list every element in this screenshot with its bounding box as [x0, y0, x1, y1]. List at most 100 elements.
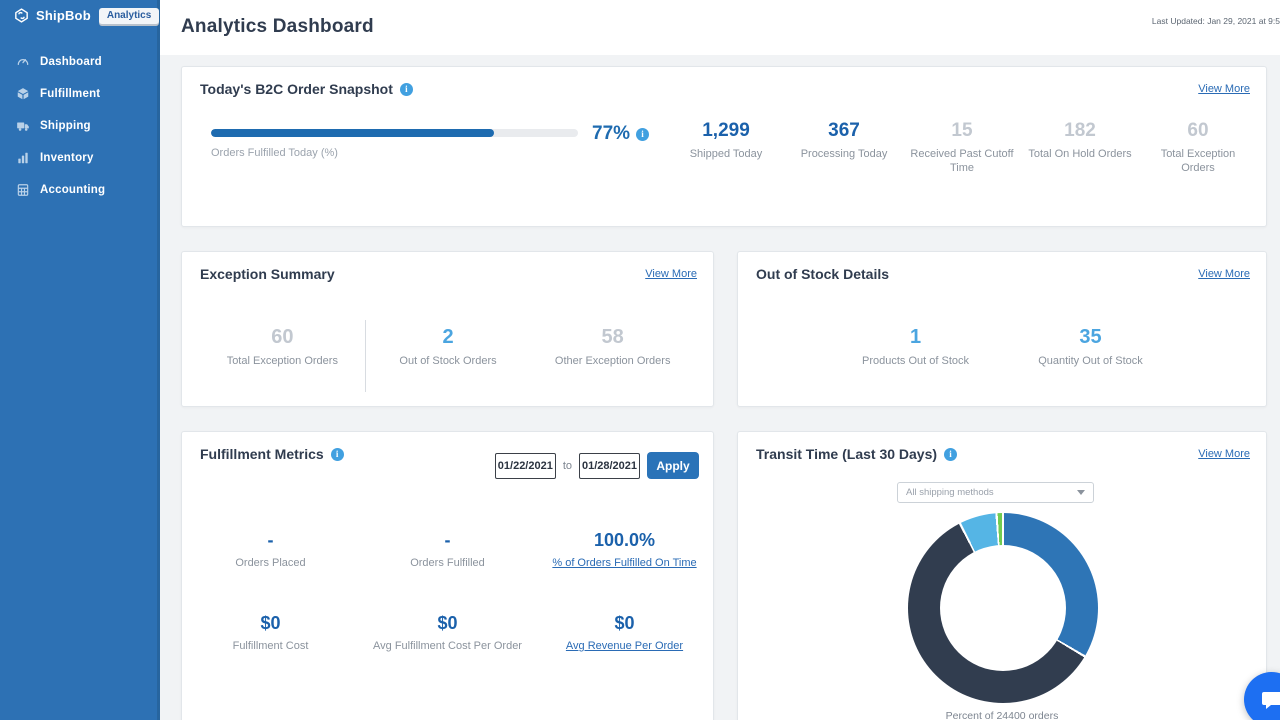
- progress-fill: [211, 129, 494, 137]
- donut-hole: [940, 545, 1066, 671]
- out-of-stock-card: Out of Stock Details View More 1 Product…: [737, 251, 1267, 407]
- brand-name: ShipBob: [36, 8, 91, 23]
- transit-time-title: Transit Time (Last 30 Days): [756, 446, 958, 462]
- out-of-stock-title: Out of Stock Details: [756, 266, 889, 282]
- exception-title-text: Exception Summary: [200, 266, 335, 282]
- bar-chart-icon: [18, 152, 28, 164]
- date-from-input[interactable]: [494, 452, 556, 479]
- metrics-row-2: $0 Fulfillment Cost $0 Avg Fulfillment C…: [182, 611, 713, 653]
- analytics-badge: Analytics: [98, 7, 160, 24]
- metrics-row-1: - Orders Placed - Orders Fulfilled 100.0…: [182, 528, 713, 570]
- stat-label: Fulfillment Cost: [232, 640, 309, 652]
- stat-products-out-of-stock: 1 Products Out of Stock: [828, 324, 1003, 368]
- info-icon[interactable]: [636, 127, 650, 141]
- metrics-title-text: Fulfillment Metrics: [200, 446, 324, 462]
- apply-button[interactable]: Apply: [647, 452, 699, 479]
- chevron-down-icon: [1077, 490, 1085, 495]
- brand-logo[interactable]: ShipBob Analytics: [0, 0, 160, 24]
- stat-label: Quantity Out of Stock: [1038, 355, 1143, 367]
- shipbob-logo-icon: [15, 8, 28, 23]
- date-to-input[interactable]: [579, 452, 640, 479]
- stat-label: Total Exception Orders: [1160, 148, 1236, 174]
- stat-value: $0: [260, 613, 281, 633]
- sidebar-item-label: Accounting: [40, 184, 106, 196]
- progress-track: [211, 129, 578, 137]
- fulfillment-metrics-title: Fulfillment Metrics: [200, 446, 344, 462]
- stat-orders-placed: - Orders Placed: [182, 528, 359, 570]
- stat-out-of-stock-orders: 2 Out of Stock Orders: [366, 324, 531, 368]
- stat-value: $0: [437, 613, 458, 633]
- sidebar: ShipBob Analytics Dashboard Fulfillment …: [0, 0, 160, 720]
- stat-other-exception-orders: 58 Other Exception Orders: [530, 324, 695, 368]
- calculator-icon: [17, 184, 29, 196]
- stat-fulfillment-cost: $0 Fulfillment Cost: [182, 611, 359, 653]
- stat-value: 1: [909, 326, 922, 348]
- sidebar-item-shipping[interactable]: Shipping: [0, 110, 157, 142]
- snapshot-card: Today's B2C Order Snapshot View More Ord…: [181, 66, 1267, 227]
- sidebar-item-accounting[interactable]: Accounting: [0, 174, 157, 206]
- stat-value: 2: [442, 326, 454, 348]
- last-updated-text: Last Updated: Jan 29, 2021 at 9:5: [1151, 16, 1280, 26]
- stat-label: Orders Placed: [235, 557, 306, 569]
- sidebar-nav: Dashboard Fulfillment Shipping Inventory: [0, 46, 157, 206]
- stat-label: Processing Today: [800, 148, 888, 160]
- info-icon[interactable]: [330, 447, 344, 461]
- stat-label: Out of Stock Orders: [399, 355, 497, 367]
- page-title: Analytics Dashboard: [181, 16, 374, 37]
- stat-label: Orders Fulfilled: [410, 557, 485, 569]
- stat-value: 100.0%: [593, 530, 656, 550]
- stat-orders-fulfilled: - Orders Fulfilled: [359, 528, 536, 570]
- exception-summary-card: Exception Summary View More 60 Total Exc…: [181, 251, 714, 407]
- stat-received-past-cutoff: 15 Received Past Cutoff Time: [903, 119, 1021, 175]
- sidebar-item-label: Fulfillment: [40, 88, 101, 100]
- stat-value: 182: [1064, 120, 1096, 141]
- stat-total-exception: 60 Total Exception Orders: [1139, 119, 1257, 175]
- stat-pct-fulfilled-on-time: 100.0% % of Orders Fulfilled On Time: [536, 528, 713, 570]
- dropdown-selected-value: All shipping methods: [906, 487, 994, 498]
- stat-value: 35: [1079, 326, 1102, 348]
- stat-value: 15: [951, 120, 973, 141]
- snapshot-card-title: Today's B2C Order Snapshot: [200, 81, 413, 97]
- transit-view-more-link[interactable]: View More: [1198, 448, 1250, 460]
- stat-quantity-out-of-stock: 35 Quantity Out of Stock: [1003, 324, 1178, 368]
- stat-total-exception-orders: 60 Total Exception Orders: [200, 324, 365, 368]
- stat-label: Received Past Cutoff Time: [910, 148, 1014, 174]
- oos-title-text: Out of Stock Details: [756, 266, 890, 282]
- stat-label: Products Out of Stock: [862, 355, 969, 367]
- shipping-methods-dropdown[interactable]: All shipping methods: [897, 482, 1094, 503]
- gauge-icon: [17, 59, 29, 65]
- fulfillment-progress: Orders Fulfilled Today (%): [211, 129, 578, 159]
- sidebar-item-inventory[interactable]: Inventory: [0, 142, 157, 174]
- sidebar-item-label: Dashboard: [40, 56, 102, 68]
- stat-label-link[interactable]: Avg Revenue Per Order: [565, 640, 684, 652]
- sidebar-item-label: Inventory: [40, 152, 94, 164]
- stat-avg-revenue-per-order: $0 Avg Revenue Per Order: [536, 611, 713, 653]
- sidebar-item-dashboard[interactable]: Dashboard: [0, 46, 157, 78]
- chat-icon: [1261, 691, 1280, 709]
- stat-value: 367: [828, 120, 860, 141]
- stat-label: Total On Hold Orders: [1028, 148, 1132, 160]
- info-icon[interactable]: [399, 82, 413, 96]
- box-icon: [17, 88, 29, 100]
- exception-view-more-link[interactable]: View More: [645, 268, 697, 280]
- sidebar-item-fulfillment[interactable]: Fulfillment: [0, 78, 157, 110]
- stat-processing-today: 367 Processing Today: [785, 119, 903, 175]
- stat-value: -: [444, 530, 451, 550]
- stat-label-link[interactable]: % of Orders Fulfilled On Time: [552, 557, 697, 569]
- stat-shipped-today: 1,299 Shipped Today: [667, 119, 785, 175]
- stat-value: 1,299: [702, 120, 750, 141]
- fulfillment-metrics-card: Fulfillment Metrics to Apply - Orders Pl…: [181, 431, 714, 720]
- stat-label: Avg Fulfillment Cost Per Order: [373, 640, 522, 652]
- snapshot-title-text: Today's B2C Order Snapshot: [200, 81, 393, 97]
- progress-percent-value: 77%: [592, 123, 631, 144]
- snapshot-view-more-link[interactable]: View More: [1198, 83, 1250, 95]
- oos-stats-row: 1 Products Out of Stock 35 Quantity Out …: [828, 324, 1178, 368]
- transit-time-donut-chart[interactable]: [908, 513, 1098, 703]
- stat-label: Shipped Today: [689, 148, 763, 160]
- oos-view-more-link[interactable]: View More: [1198, 268, 1250, 280]
- stat-value: 58: [601, 326, 624, 348]
- stat-avg-fulfillment-cost: $0 Avg Fulfillment Cost Per Order: [359, 611, 536, 653]
- exception-summary-title: Exception Summary: [200, 266, 335, 282]
- transit-title-text: Transit Time (Last 30 Days): [756, 446, 938, 462]
- info-icon[interactable]: [944, 447, 958, 461]
